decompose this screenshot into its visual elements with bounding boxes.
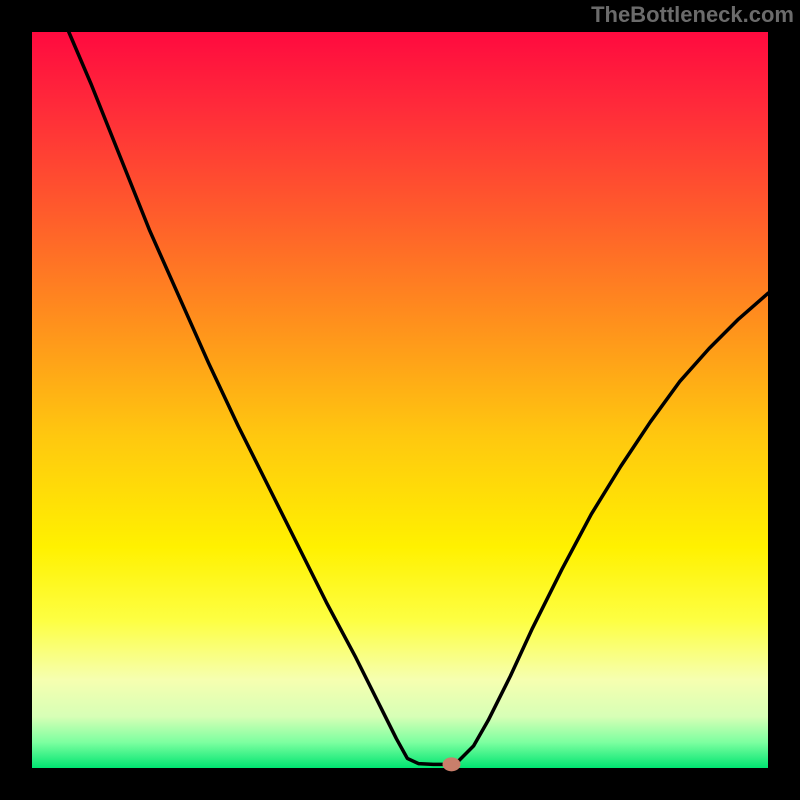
bottleneck-chart xyxy=(0,0,800,800)
watermark-text: TheBottleneck.com xyxy=(591,2,794,28)
gradient-plot-area xyxy=(32,32,768,768)
optimum-marker xyxy=(443,757,461,771)
